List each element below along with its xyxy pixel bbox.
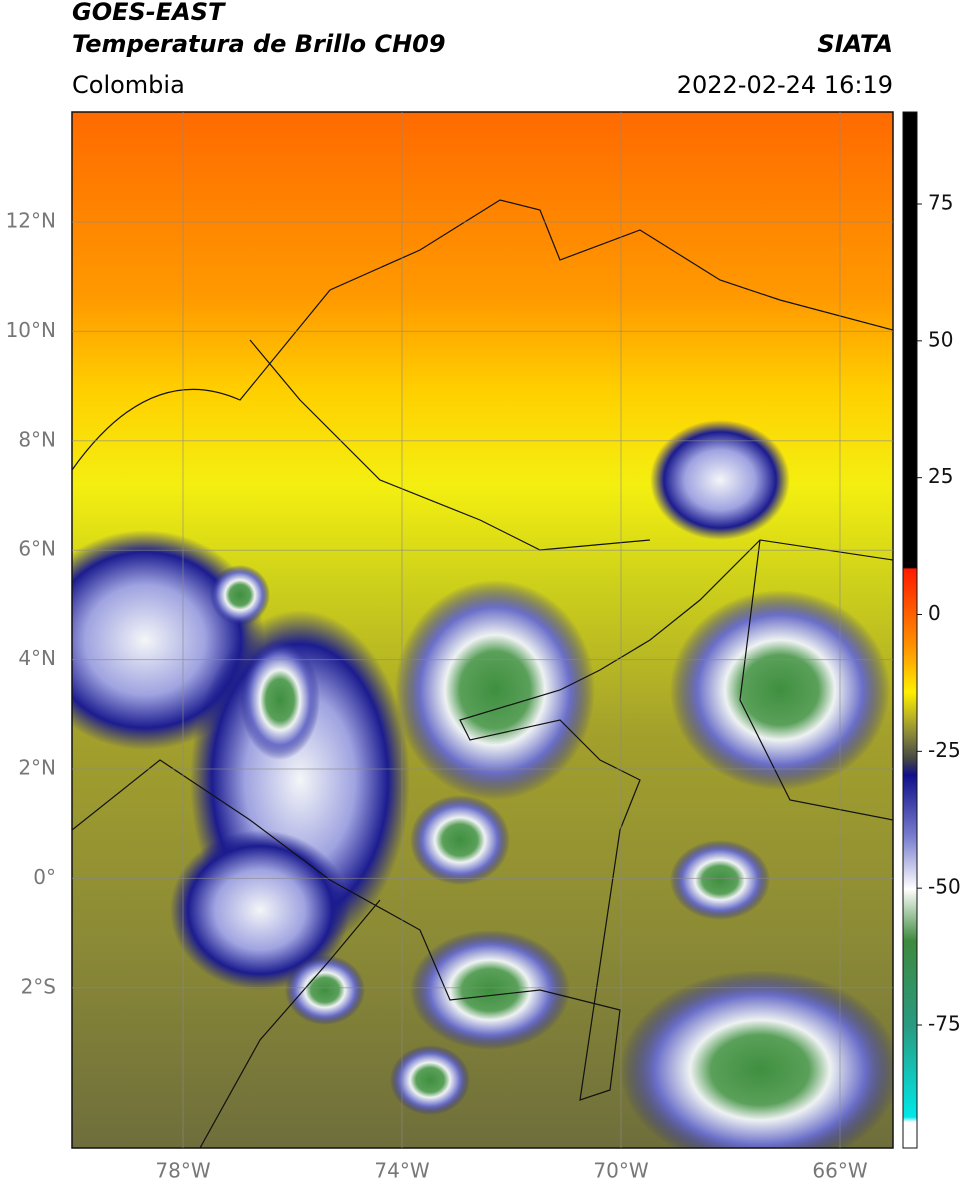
colorbar [902, 111, 918, 1149]
colorbar-label: 25 [928, 464, 953, 488]
colorbar-label: -75 [928, 1012, 961, 1036]
colorbar-label: -50 [928, 875, 961, 899]
lon-label: 74°W [374, 1159, 429, 1183]
colorbar-label: 50 [928, 327, 953, 351]
colorbar-label: 0 [928, 601, 941, 625]
lat-label: 2°N [18, 756, 56, 780]
lon-label: 70°W [593, 1159, 648, 1183]
source: SIATA [817, 30, 893, 58]
lat-label: 0° [33, 865, 56, 889]
map-image [72, 112, 893, 1148]
colorbar-label: -25 [928, 738, 961, 762]
lat-label: 12°N [6, 209, 56, 233]
lat-label: 2°S [21, 974, 56, 998]
lat-label: 4°N [18, 646, 56, 670]
lat-label: 8°N [18, 427, 56, 451]
lon-label: 66°W [812, 1159, 867, 1183]
subtitle: Temperatura de Brillo CH09 [72, 30, 446, 58]
map-frame [71, 111, 894, 1149]
colorbar-label: 75 [928, 191, 953, 215]
title: GOES-EAST [72, 0, 226, 26]
region: Colombia [72, 71, 185, 99]
lon-label: 78°W [155, 1159, 210, 1183]
datetime: 2022-02-24 16:19 [677, 71, 893, 99]
lat-label: 10°N [6, 318, 56, 342]
lat-label: 6°N [18, 537, 56, 561]
